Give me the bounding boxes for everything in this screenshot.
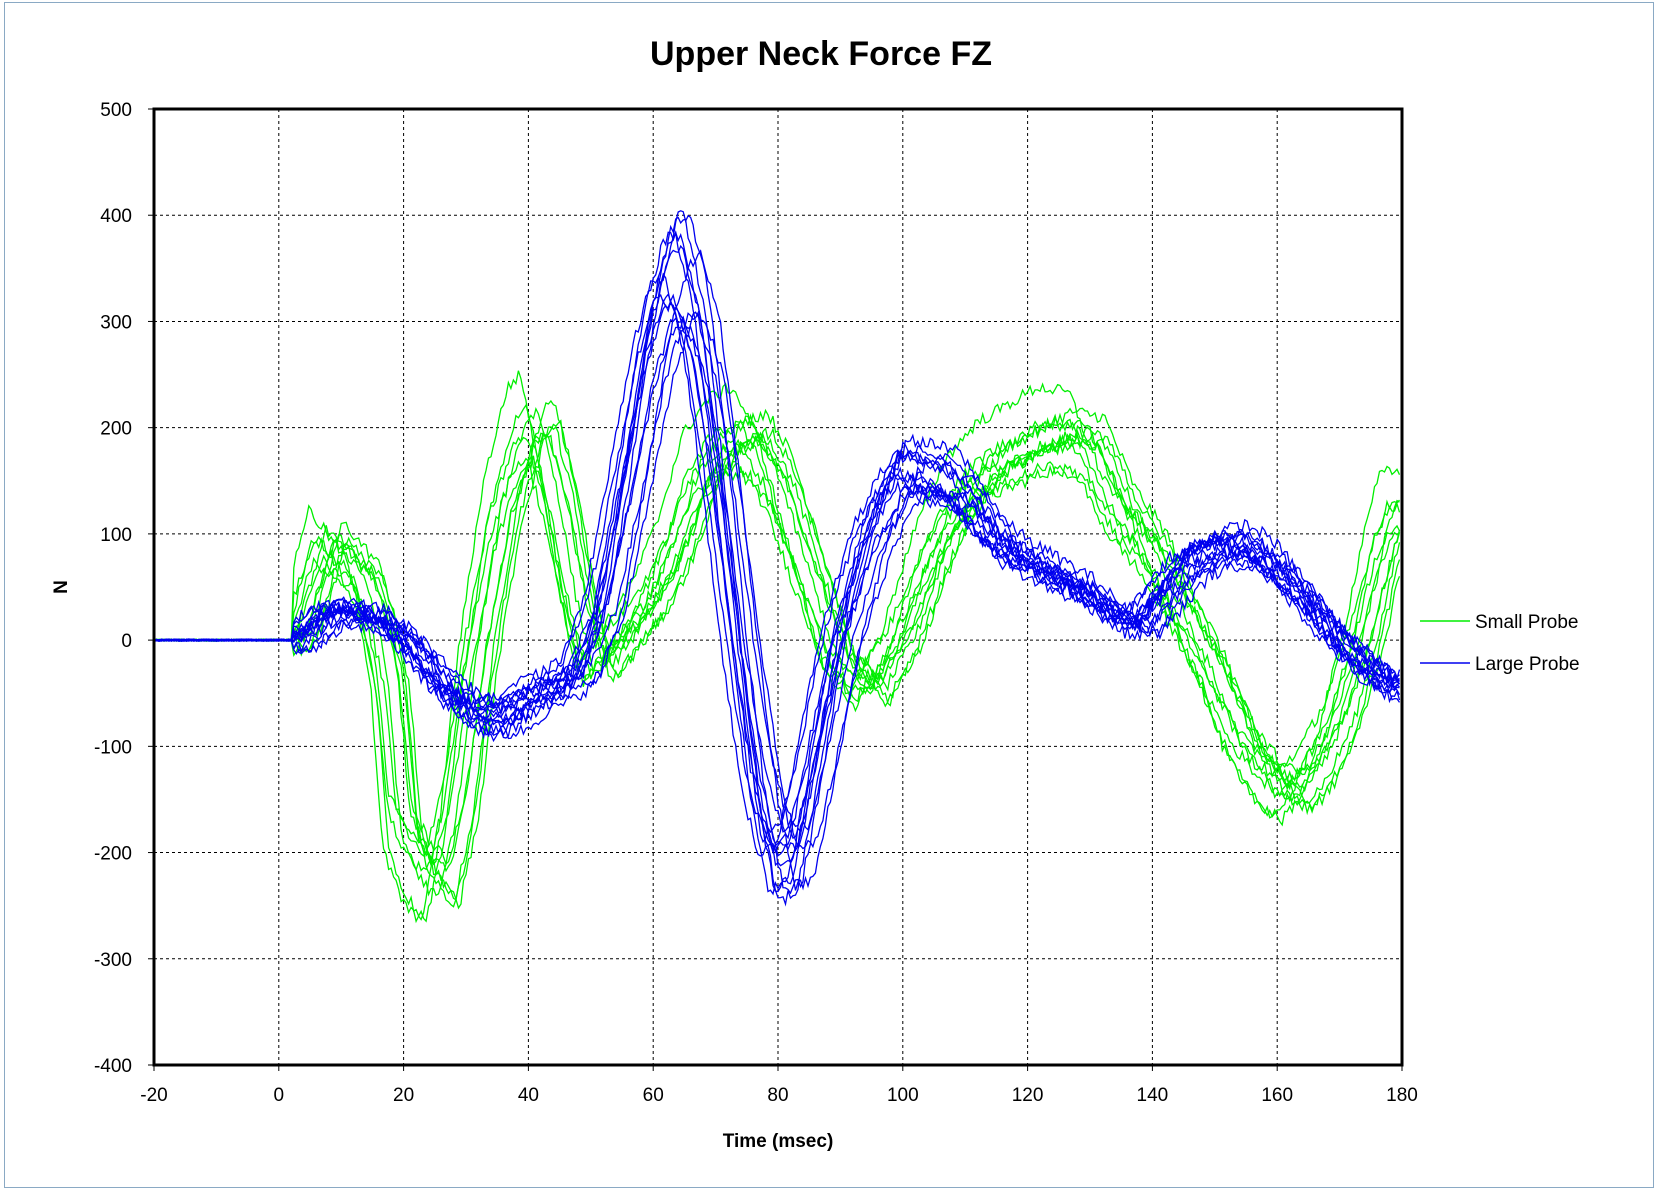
series-trace bbox=[153, 432, 1401, 873]
y-tick-label: 200 bbox=[100, 419, 132, 440]
y-tick-label: 100 bbox=[100, 525, 132, 546]
chart-svg: Upper Neck Force FZ -20 0 20 40 60 80 100 120 14… bbox=[51, 35, 1580, 1152]
series-trace bbox=[153, 315, 1400, 857]
x-axis-label: Time (msec) bbox=[723, 1131, 834, 1152]
y-axis-label: N bbox=[51, 580, 72, 594]
x-tick-label: 80 bbox=[767, 1085, 788, 1106]
x-tick-label: 140 bbox=[1137, 1085, 1169, 1106]
x-tick-label: -20 bbox=[140, 1085, 167, 1106]
legend-label: Small Probe bbox=[1475, 612, 1579, 633]
x-tick-label: 60 bbox=[643, 1085, 664, 1106]
x-tick-label: 20 bbox=[393, 1085, 414, 1106]
series-trace bbox=[153, 230, 1401, 893]
series-trace bbox=[153, 455, 1400, 866]
y-tick-label: 400 bbox=[100, 206, 132, 227]
y-tick-label: -400 bbox=[94, 1056, 132, 1077]
series-trace bbox=[153, 311, 1401, 850]
series-trace bbox=[153, 426, 1401, 908]
series-layer bbox=[153, 210, 1401, 924]
x-tick-label: 100 bbox=[887, 1085, 919, 1106]
chart-title: Upper Neck Force FZ bbox=[650, 35, 992, 73]
y-tick-label: -100 bbox=[94, 737, 132, 758]
series-trace bbox=[153, 370, 1401, 924]
x-tick-label: 180 bbox=[1386, 1085, 1418, 1106]
y-tick-label: 300 bbox=[100, 312, 132, 333]
series-trace bbox=[153, 210, 1400, 895]
series-small-probe bbox=[153, 370, 1401, 924]
series-trace bbox=[153, 406, 1400, 897]
series-trace bbox=[153, 292, 1400, 844]
series-large-probe bbox=[153, 210, 1401, 907]
chart-frame: Upper Neck Force FZ -20 0 20 40 60 80 100 120 14… bbox=[4, 2, 1654, 1188]
legend: Small Probe Large Probe bbox=[1420, 612, 1580, 675]
y-tick-label: -200 bbox=[94, 844, 132, 865]
x-tick-label: 0 bbox=[274, 1085, 285, 1106]
y-tick-label: -300 bbox=[94, 950, 132, 971]
y-tick-label: 0 bbox=[121, 631, 132, 652]
y-tick-label: 500 bbox=[100, 100, 132, 121]
tick-layer: -20 0 20 40 60 80 100 120 140 160 1805004003002001… bbox=[94, 100, 1418, 1106]
x-tick-label: 120 bbox=[1012, 1085, 1044, 1106]
legend-label: Large Probe bbox=[1475, 654, 1580, 675]
series-trace bbox=[153, 315, 1401, 833]
grid-layer bbox=[154, 109, 1402, 1065]
x-tick-label: 160 bbox=[1261, 1085, 1293, 1106]
series-trace bbox=[153, 399, 1401, 901]
series-trace bbox=[153, 419, 1401, 910]
x-tick-label: 40 bbox=[518, 1085, 539, 1106]
